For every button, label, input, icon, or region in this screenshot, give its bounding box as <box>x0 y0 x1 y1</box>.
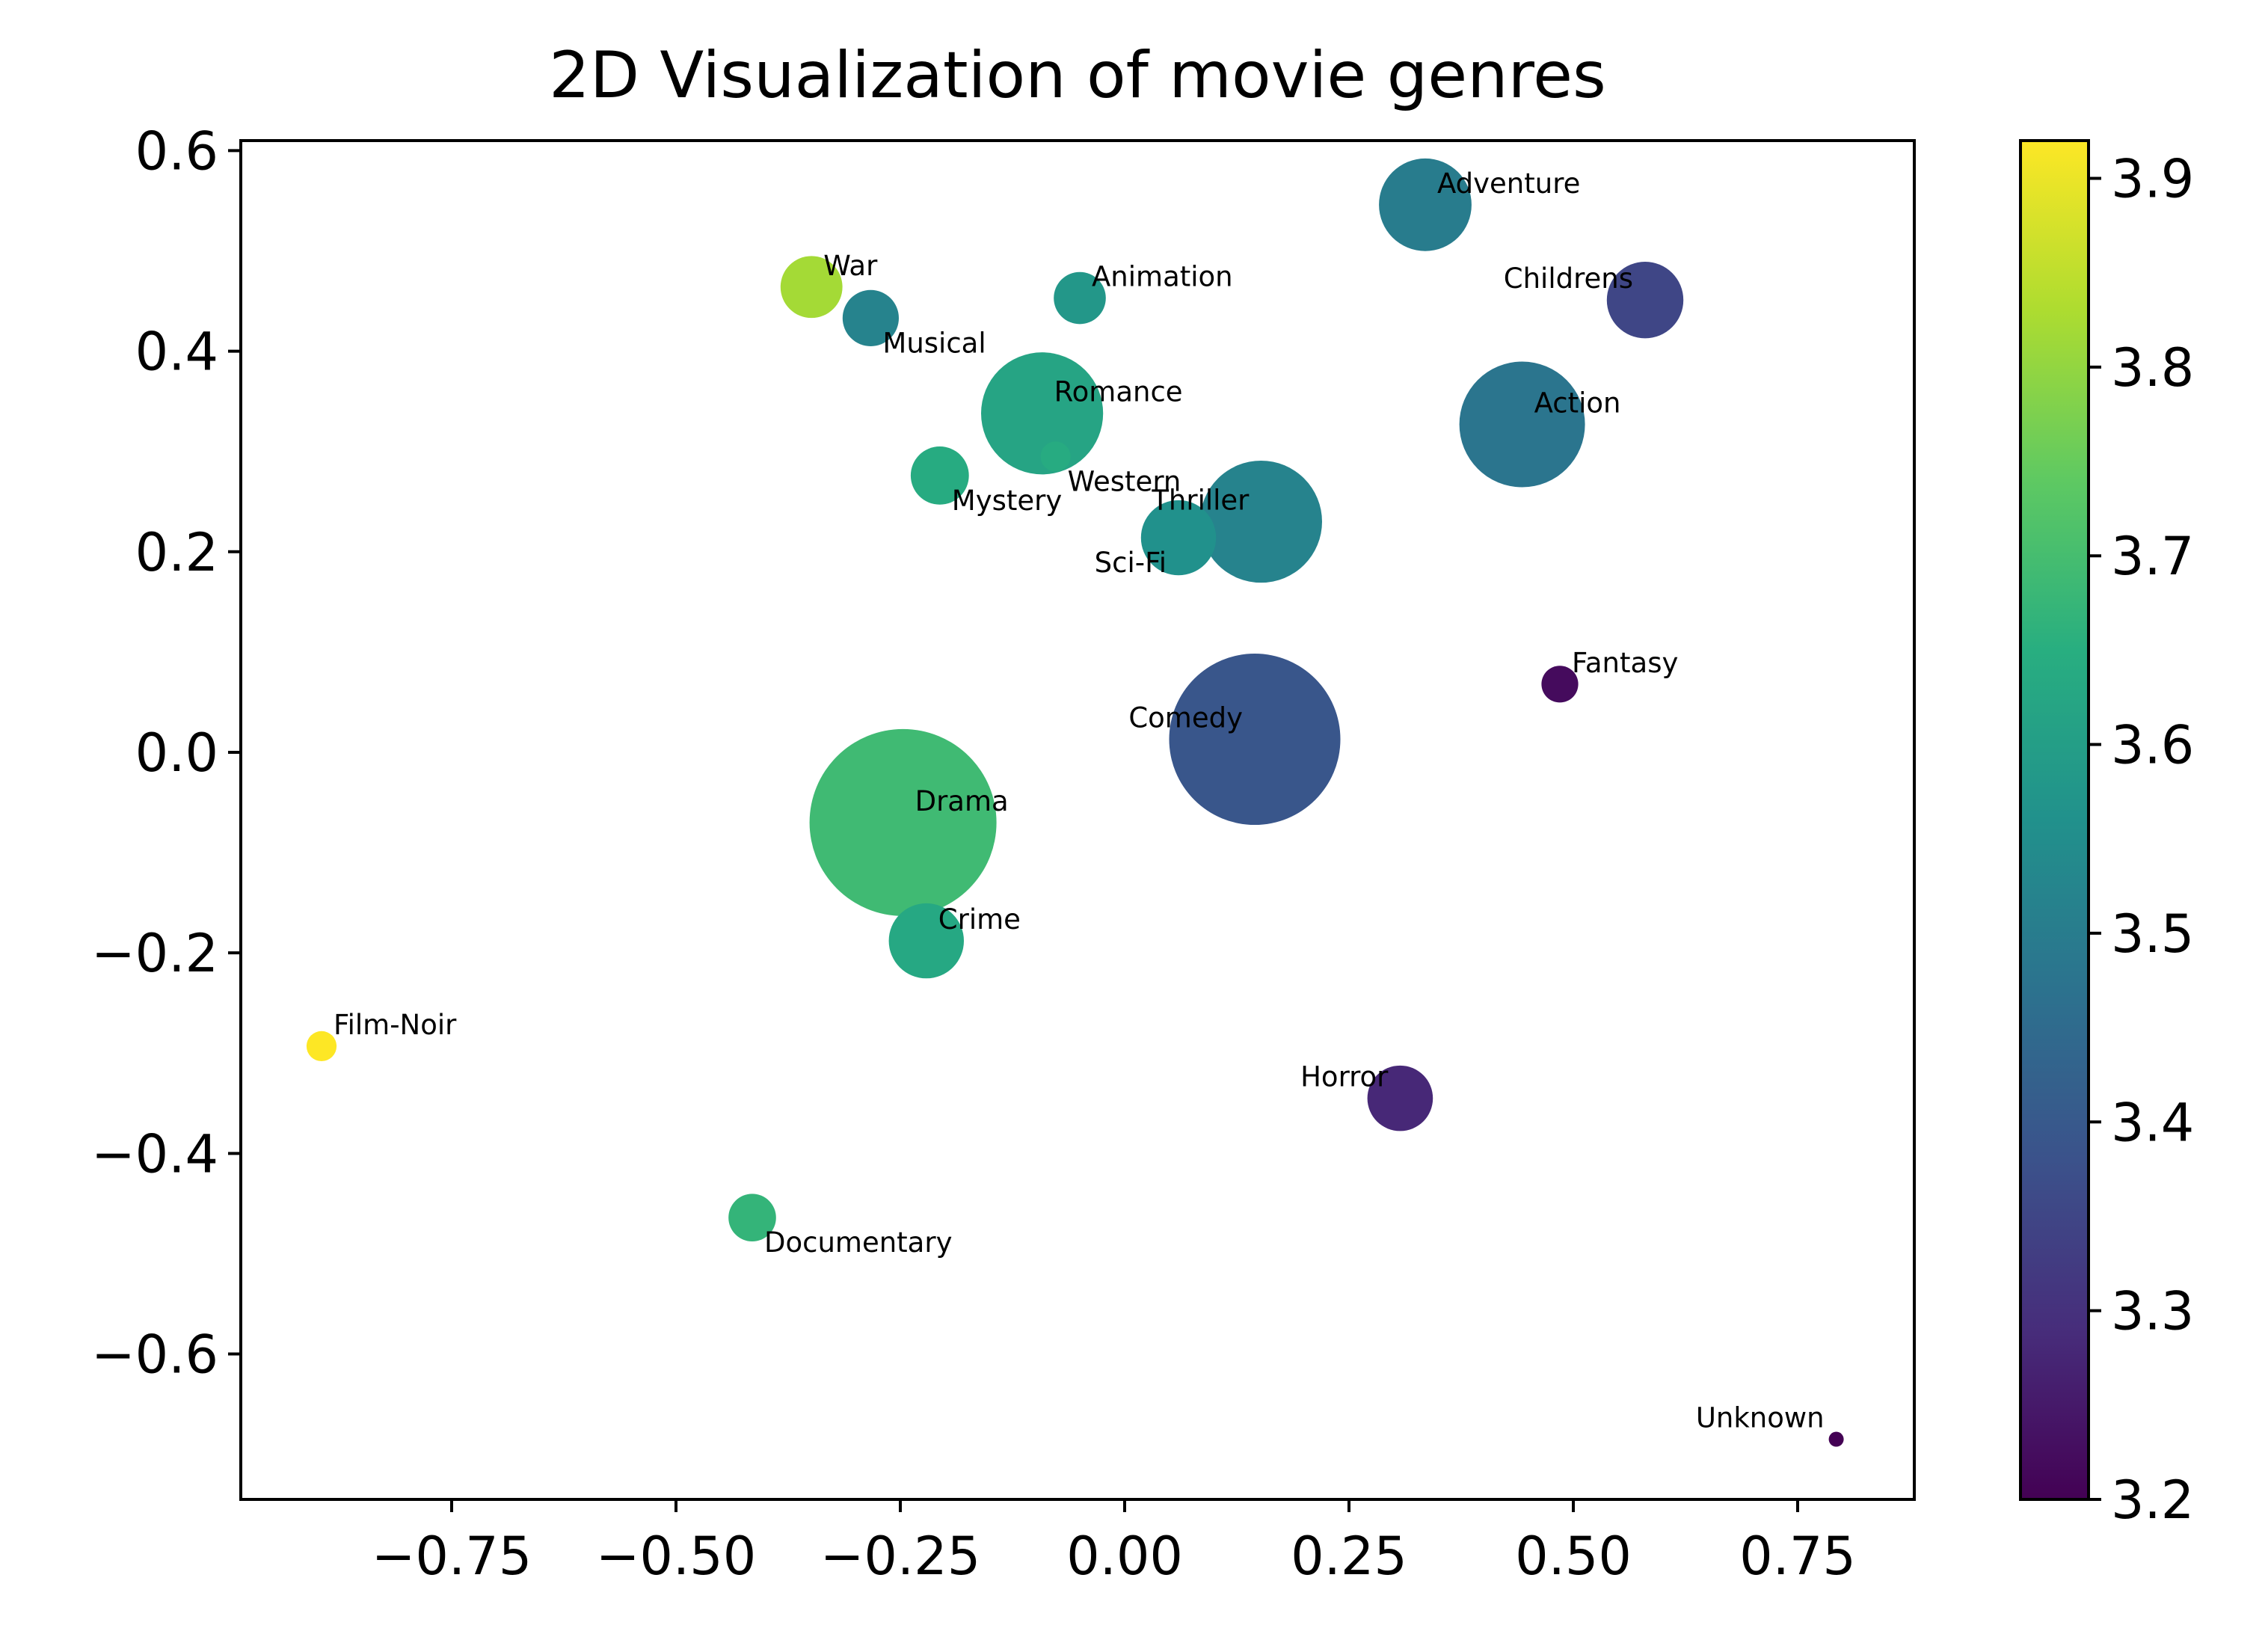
point-label-film-noir: Film-Noir <box>334 1009 457 1041</box>
y-axis: 0.6 0.4 0.2 0.0 −0.2 −0.4 −0.6 <box>91 120 241 1386</box>
y-tick-label: −0.6 <box>91 1324 218 1386</box>
point-western <box>1040 441 1071 472</box>
point-label-animation: Animation <box>1092 261 1233 293</box>
point-label-horror: Horror <box>1300 1061 1389 1093</box>
y-tick-label: −0.2 <box>91 923 218 984</box>
x-tick-label: −0.50 <box>596 1526 757 1587</box>
colorbar-tick-label: 3.3 <box>2111 1281 2194 1342</box>
point-crime <box>888 903 965 979</box>
point-romance <box>981 352 1104 475</box>
point-label-unknown: Unknown <box>1696 1402 1825 1434</box>
point-childrens <box>1606 262 1684 339</box>
point-unknown <box>1828 1431 1844 1447</box>
colorbar-tick-label: 3.4 <box>2111 1092 2194 1153</box>
point-label-war: War <box>823 250 878 282</box>
point-label-drama: Drama <box>915 785 1009 817</box>
x-tick-label: 0.50 <box>1515 1526 1632 1587</box>
point-war <box>780 256 843 319</box>
x-axis: −0.75 −0.50 −0.25 0.00 0.25 0.50 0.75 <box>372 1499 1856 1587</box>
chart-title: 2D Visualization of movie genres <box>549 38 1606 113</box>
point-label-thriller: Thriller <box>1151 485 1250 517</box>
point-label-mystery: Mystery <box>952 485 1062 517</box>
point-mystery <box>910 446 969 505</box>
point-comedy <box>1169 654 1341 826</box>
point-label-romance: Romance <box>1054 376 1183 408</box>
colorbar-tick-label: 3.8 <box>2111 337 2194 399</box>
colorbar-tick-label: 3.7 <box>2111 526 2194 587</box>
point-adventure <box>1379 158 1472 251</box>
colorbar <box>2019 139 2090 1501</box>
point-label-western: Western <box>1068 465 1181 497</box>
colorbar-tick-label: 3.9 <box>2111 148 2194 209</box>
point-label-childrens: Childrens <box>1504 262 1633 295</box>
point-sci-fi <box>1140 500 1217 576</box>
point-label-action: Action <box>1534 387 1621 419</box>
y-tick-label: −0.4 <box>91 1123 218 1185</box>
point-animation <box>1054 271 1106 325</box>
x-tick-label: −0.25 <box>820 1526 981 1587</box>
y-tick-label: 0.2 <box>135 522 218 583</box>
point-musical <box>842 289 899 346</box>
point-label-fantasy: Fantasy <box>1572 647 1678 679</box>
point-horror <box>1367 1065 1433 1131</box>
x-tick-label: −0.75 <box>372 1526 532 1587</box>
point-thriller <box>1199 460 1322 583</box>
point-fantasy <box>1541 666 1579 703</box>
x-tick-label: 0.75 <box>1739 1526 1856 1587</box>
point-label-documentary: Documentary <box>764 1226 952 1259</box>
y-tick-label: 0.4 <box>135 322 218 383</box>
point-label-comedy: Comedy <box>1128 702 1243 734</box>
point-label-adventure: Adventure <box>1437 168 1580 200</box>
colorbar-axis: 3.2 3.3 3.4 3.5 3.6 3.7 3.8 3.9 <box>2089 148 2194 1531</box>
x-tick-label: 0.00 <box>1066 1526 1183 1587</box>
point-label-musical: Musical <box>882 327 986 359</box>
point-documentary <box>728 1194 776 1241</box>
point-label-crime: Crime <box>938 903 1021 936</box>
colorbar-tick-label: 3.6 <box>2111 715 2194 776</box>
scatter-points <box>306 158 1844 1447</box>
point-film-noir <box>306 1031 337 1061</box>
x-tick-label: 0.25 <box>1291 1526 1407 1587</box>
point-action <box>1459 361 1585 488</box>
colorbar-tick-label: 3.2 <box>2111 1470 2194 1531</box>
point-labels: Adventure Childrens Action Fantasy Comedy Thr… <box>334 168 1825 1434</box>
point-drama <box>809 728 997 916</box>
y-tick-label: 0.6 <box>135 120 218 182</box>
y-tick-label: 0.0 <box>135 722 218 784</box>
colorbar-tick-label: 3.5 <box>2111 903 2194 965</box>
plot-area-frame <box>239 139 1916 1501</box>
point-label-sci-fi: Sci-Fi <box>1095 547 1167 579</box>
